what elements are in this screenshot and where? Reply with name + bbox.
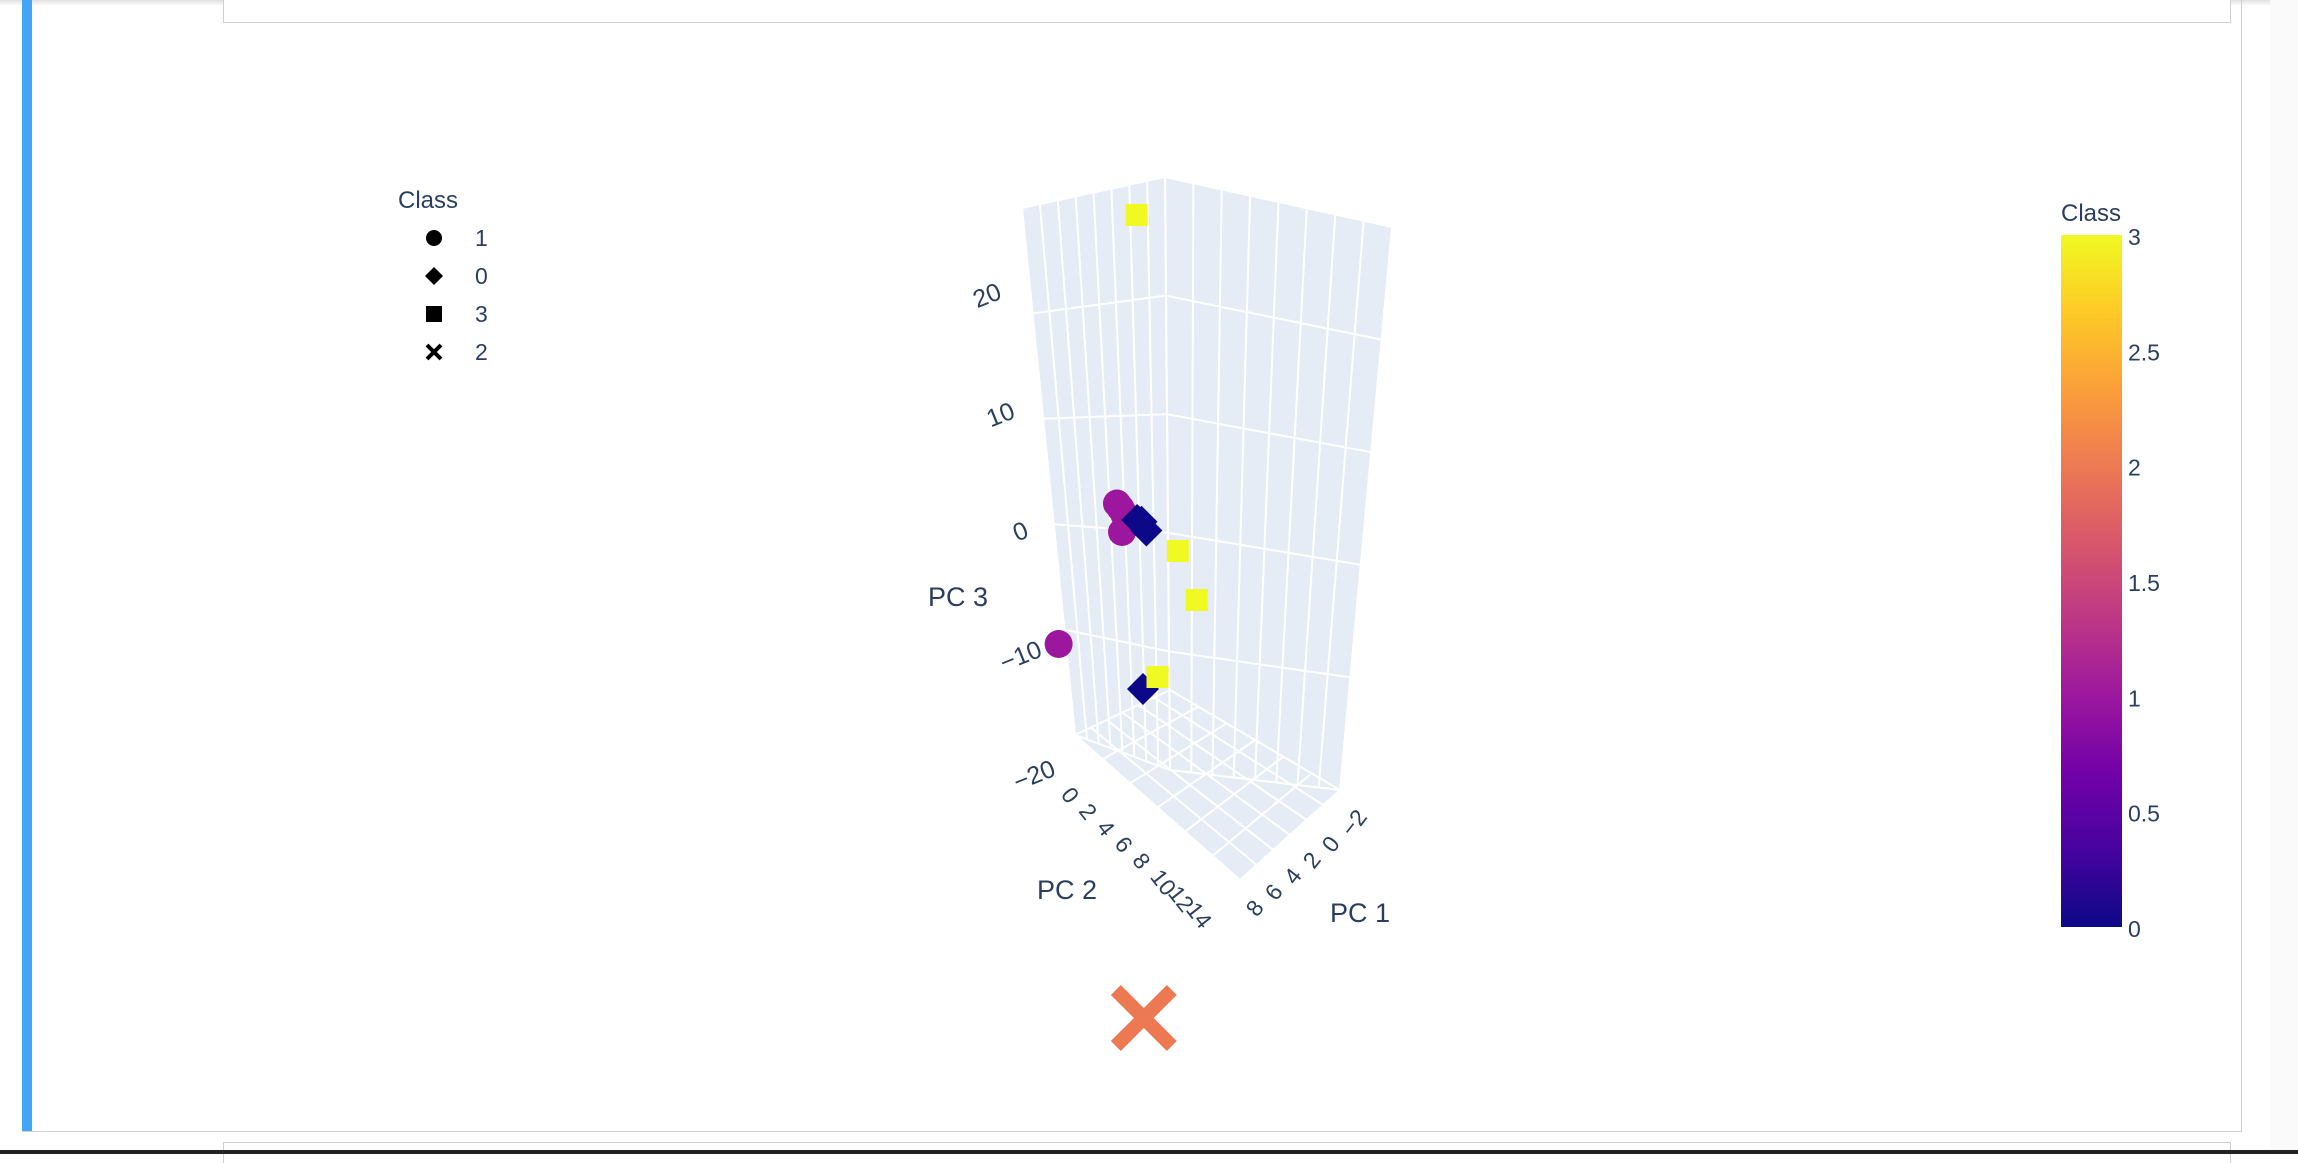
x-axis-tick: 8 (1240, 895, 1268, 921)
colorbar-title: Class (2061, 200, 2121, 227)
colorbar-tick: 0 (2128, 916, 2141, 942)
legend-label: 3 (475, 301, 488, 327)
x-axis-tick: −2 (1335, 804, 1372, 841)
colorbar-tick: 1.5 (2128, 570, 2160, 596)
y-axis-tick: 4 (1092, 815, 1120, 841)
x-axis-title: PC 1 (1330, 898, 1390, 928)
legend-items[interactable]: 1 0 3 2 (425, 225, 488, 365)
data-points (1044, 204, 1208, 1051)
notebook-output-area (22, 0, 2242, 1132)
x-axis-tick: 4 (1278, 863, 1306, 889)
data-point-square (1125, 204, 1148, 226)
legend-item-0[interactable]: 0 (425, 263, 488, 289)
colorbar-tick: 0.5 (2128, 801, 2160, 827)
y-axis-tick: 0 (1056, 782, 1084, 808)
legend-symbol-circle (426, 230, 442, 246)
legend-item-3[interactable]: 3 (426, 301, 488, 327)
data-point-square (1185, 589, 1208, 611)
z-axis-tick: 20 (969, 278, 1005, 314)
legend-item-2[interactable]: 2 (425, 339, 488, 365)
colorbar-tick: 3 (2128, 224, 2141, 250)
data-point-circle (1044, 630, 1073, 658)
z-axis-tick: −10 (996, 635, 1046, 677)
legend-symbol-square (426, 306, 442, 322)
page-scrollbar[interactable] (2270, 0, 2298, 1150)
y-axis-tick: 2 (1074, 798, 1102, 824)
legend-label: 2 (475, 339, 488, 365)
data-point-diamond (1130, 514, 1163, 547)
active-cell-indicator[interactable] (22, 0, 32, 1131)
colorbar-tick: 2 (2128, 455, 2141, 481)
x-axis-tick: 2 (1297, 847, 1325, 873)
data-point-square (1146, 666, 1169, 688)
data-point-x (1110, 985, 1177, 1051)
colorbar-tick: 1 (2128, 685, 2141, 711)
previous-code-cell[interactable] (223, 0, 2231, 23)
colorbar: Class 3 2.5 2 1.5 1 0.5 0 (2061, 200, 2160, 942)
x-axis-tick: 6 (1259, 879, 1287, 905)
legend-item-1[interactable]: 1 (426, 225, 488, 251)
bottom-divider (0, 1150, 2298, 1154)
data-point-square (1166, 540, 1189, 562)
legend-symbol-diamond (425, 267, 443, 285)
y-axis-tick: 8 (1127, 848, 1155, 874)
y-axis-title: PC 2 (1037, 875, 1097, 905)
z-axis-tick: 10 (982, 397, 1018, 433)
colorbar-tick-labels: 3 2.5 2 1.5 1 0.5 0 (2128, 224, 2160, 942)
z-axis-title: PC 3 (928, 582, 988, 612)
colorbar-gradient (2061, 235, 2122, 927)
legend-symbol-x (425, 343, 443, 361)
legend-label: 0 (475, 263, 488, 289)
back-wall-right (1165, 177, 1392, 790)
x-axis-tick: 0 (1316, 831, 1344, 857)
z-axis-tick: −20 (1009, 755, 1059, 797)
legend-label: 1 (475, 225, 488, 251)
z-axis-tick: 0 (1009, 516, 1032, 547)
legend[interactable]: Class 1 0 3 2 (398, 187, 488, 365)
colorbar-tick: 2.5 (2128, 339, 2160, 365)
y-axis-tick: 6 (1110, 831, 1138, 857)
legend-title: Class (398, 187, 458, 214)
